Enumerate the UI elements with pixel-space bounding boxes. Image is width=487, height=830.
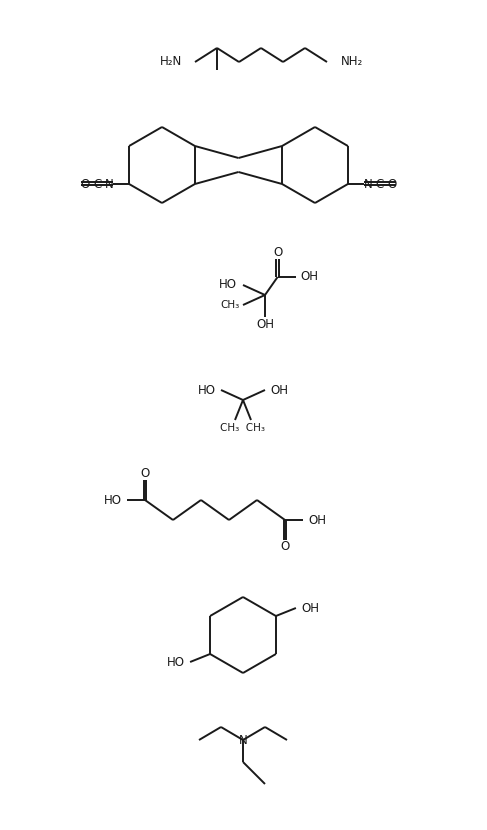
Text: O: O xyxy=(387,178,396,191)
Text: OH: OH xyxy=(256,318,274,330)
Text: N: N xyxy=(363,178,372,191)
Text: CH₃  CH₃: CH₃ CH₃ xyxy=(221,423,265,433)
Text: OH: OH xyxy=(300,271,318,284)
Text: O: O xyxy=(140,466,150,480)
Text: O: O xyxy=(273,247,282,260)
Text: HO: HO xyxy=(167,656,185,668)
Text: HO: HO xyxy=(219,279,237,291)
Text: OH: OH xyxy=(270,383,288,397)
Text: H₂N: H₂N xyxy=(160,56,182,69)
Text: O: O xyxy=(80,178,90,191)
Text: HO: HO xyxy=(198,383,216,397)
Text: CH₃: CH₃ xyxy=(221,300,240,310)
Text: N: N xyxy=(239,734,247,746)
Text: N: N xyxy=(105,178,113,191)
Text: O: O xyxy=(281,540,290,554)
Text: HO: HO xyxy=(104,494,122,506)
Text: C: C xyxy=(376,178,384,191)
Text: C: C xyxy=(93,178,101,191)
Text: NH₂: NH₂ xyxy=(341,56,363,69)
Text: OH: OH xyxy=(308,514,326,526)
Text: OH: OH xyxy=(301,602,319,614)
